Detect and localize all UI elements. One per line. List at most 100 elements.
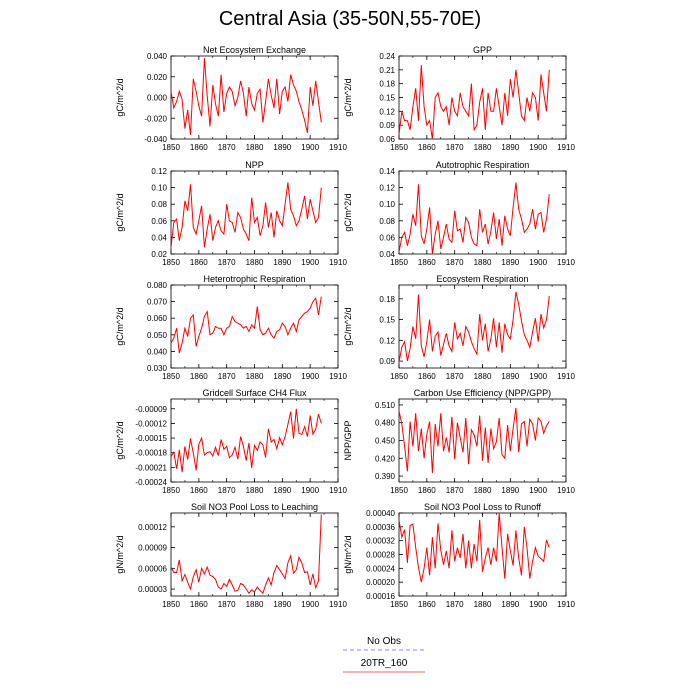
y-tick-label: 0.080 (147, 281, 168, 290)
y-tick-label: 0.00024 (366, 564, 395, 573)
x-tick-label: 1900 (529, 372, 547, 381)
x-tick-label: 1860 (190, 143, 208, 152)
y-tick-label: 0.00006 (138, 564, 167, 573)
panel-title: Soil NO3 Pool Loss to Leaching (191, 502, 318, 512)
legend-label-20tr-160: 20TR_160 (360, 658, 408, 669)
x-tick-label: 1850 (390, 258, 408, 267)
y-axis-label: gC/m^2/d (115, 307, 125, 345)
x-tick-label: 1900 (301, 143, 319, 152)
y-tick-label: 0.09 (379, 121, 395, 130)
panel-10: Soil NO3 Pool Loss to Runoff gN/m^2/d 1850… (343, 502, 575, 609)
panel-title: Soil NO3 Pool Loss to Runoff (424, 502, 541, 512)
panel-9: Soil NO3 Pool Loss to Leaching gN/m^2/d 18… (115, 502, 347, 609)
y-tick-label: 0.390 (375, 472, 396, 481)
y-tick-label: 0.00040 (366, 509, 395, 518)
x-tick-label: 1880 (474, 372, 492, 381)
legend-label-no-obs: No Obs (367, 636, 401, 647)
series-line-20tr-160 (170, 58, 322, 135)
x-tick-label: 1900 (529, 258, 547, 267)
y-axis-label: gC/m^2/d (343, 307, 353, 345)
y-tick-label: 0.00028 (366, 551, 395, 560)
x-tick-label: 1910 (329, 486, 347, 495)
x-tick-label: 1870 (218, 372, 236, 381)
x-tick-label: 1870 (446, 600, 464, 609)
y-tick-label: 0.480 (375, 419, 396, 428)
x-tick-label: 1850 (162, 486, 180, 495)
series-line-20tr-160 (170, 514, 322, 595)
panel-title: Ecosystem Respiration (436, 274, 528, 284)
y-tick-label: 0.060 (147, 314, 168, 323)
x-tick-label: 1890 (501, 258, 519, 267)
y-tick-label: 0.10 (379, 200, 395, 209)
x-tick-label: 1860 (190, 258, 208, 267)
x-tick-label: 1860 (418, 486, 436, 495)
y-tick-label: 0.420 (375, 454, 396, 463)
y-tick-label: 0.450 (375, 437, 396, 446)
x-tick-label: 1910 (329, 600, 347, 609)
y-tick-label: -0.00018 (135, 449, 167, 458)
x-tick-label: 1880 (474, 143, 492, 152)
panel-title: NPP (245, 160, 264, 170)
series-line-20tr-160 (398, 512, 550, 583)
x-tick-label: 1870 (446, 258, 464, 267)
y-tick-label: 0.09 (379, 357, 395, 366)
y-tick-label: -0.00012 (135, 419, 167, 428)
y-tick-label: 0.04 (379, 250, 395, 259)
x-tick-label: 1860 (190, 372, 208, 381)
x-tick-label: 1880 (246, 372, 264, 381)
panel-8: Carbon Use Efficiency (NPP/GPP) NPP/GPP 18… (343, 388, 575, 495)
x-tick-label: 1910 (329, 258, 347, 267)
x-tick-label: 1880 (246, 486, 264, 495)
y-tick-label: 0.24 (379, 52, 395, 61)
x-tick-label: 1900 (301, 486, 319, 495)
panel-7: Gridcell Surface CH4 Flux gC/m^2/d 1850 186… (115, 388, 347, 495)
x-tick-label: 1870 (446, 486, 464, 495)
y-tick-label: 0.030 (147, 364, 168, 373)
x-tick-label: 1910 (557, 258, 575, 267)
y-tick-label: 0.10 (151, 184, 167, 193)
panel-4: Autotrophic Respiration gC/m^2/d 1850 1860 1… (343, 160, 575, 267)
y-tick-label: 0.18 (379, 80, 395, 89)
y-tick-label: 0.04 (151, 233, 167, 242)
x-tick-label: 1910 (329, 143, 347, 152)
x-tick-label: 1860 (418, 143, 436, 152)
y-tick-label: 0.14 (379, 167, 395, 176)
x-tick-label: 1890 (273, 486, 291, 495)
x-tick-label: 1880 (474, 486, 492, 495)
x-tick-label: 1870 (218, 143, 236, 152)
y-tick-label: 0.12 (379, 184, 395, 193)
y-tick-label: 0.18 (379, 295, 395, 304)
panel-3: NPP gC/m^2/d 1850 1860 1870 1880 1890 1900 1910 0… (115, 160, 347, 267)
y-tick-label: -0.00024 (135, 478, 167, 487)
legend (343, 649, 425, 673)
panel-title: Carbon Use Efficiency (NPP/GPP) (414, 388, 551, 398)
panel-5: Heterotrophic Respiration gC/m^2/d 1850 186… (115, 274, 347, 381)
x-tick-label: 1870 (218, 600, 236, 609)
y-tick-label: -0.00009 (135, 405, 167, 414)
x-tick-label: 1890 (501, 486, 519, 495)
y-axis-label: gC/m^2/d (115, 78, 125, 116)
y-tick-label: 0.12 (379, 107, 395, 116)
x-tick-label: 1900 (301, 372, 319, 381)
y-tick-label: 0.00036 (366, 523, 395, 532)
x-tick-label: 1850 (162, 372, 180, 381)
y-tick-label: 0.00012 (138, 523, 167, 532)
y-tick-label: 0.06 (379, 233, 395, 242)
x-tick-label: 1870 (218, 258, 236, 267)
panel-title: Net Ecosystem Exchange (203, 45, 306, 55)
y-axis-label: gC/m^2/d (343, 193, 353, 231)
x-tick-label: 1880 (474, 258, 492, 267)
series-line-20tr-160 (170, 182, 322, 248)
x-tick-label: 1880 (246, 143, 264, 152)
y-axis-label: NPP/GPP (343, 420, 353, 460)
y-axis-label: gN/m^2/d (343, 535, 353, 573)
plot-frame (170, 55, 339, 140)
y-tick-label: 0.00032 (366, 537, 395, 546)
y-tick-label: 0.070 (147, 298, 168, 307)
y-tick-label: 0.00016 (366, 592, 395, 601)
y-tick-label: 0.21 (379, 66, 395, 75)
plot-frame (398, 55, 567, 140)
plot-frame (170, 512, 339, 597)
x-tick-label: 1890 (273, 600, 291, 609)
